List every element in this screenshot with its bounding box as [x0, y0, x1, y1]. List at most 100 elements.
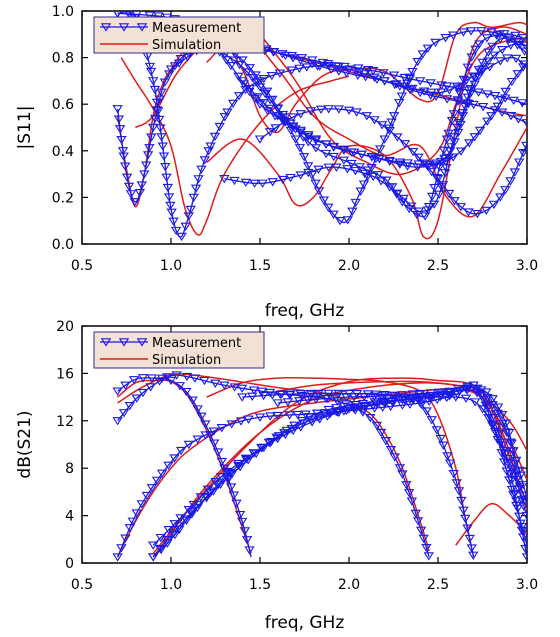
- measurement-point: [452, 96, 463, 105]
- measurement-point: [242, 68, 253, 77]
- measurement-point: [521, 538, 527, 548]
- measurement-point: [496, 95, 507, 105]
- measurement-point: [508, 491, 519, 500]
- measurement-point: [473, 72, 484, 81]
- measurement-point: [442, 452, 453, 461]
- measurement-point: [462, 63, 473, 72]
- measurement-point: [188, 193, 199, 203]
- measurement-point: [303, 132, 314, 142]
- legend-label-simulation: Simulation: [152, 38, 221, 53]
- measurement-point: [487, 395, 498, 404]
- measurement-point: [458, 506, 469, 515]
- measurement-point: [156, 469, 168, 478]
- measurement-point: [239, 527, 251, 536]
- measurement-point: [244, 84, 255, 94]
- x-tick-label: 1.5: [249, 577, 271, 593]
- measurement-point: [192, 405, 203, 414]
- measurement-point: [518, 149, 527, 158]
- measurement-point: [338, 156, 350, 165]
- measurement-point: [384, 183, 395, 192]
- measurement-point: [222, 467, 233, 477]
- measurement-point: [303, 168, 314, 178]
- measurement-point: [285, 173, 296, 183]
- measurement-point: [241, 536, 253, 545]
- x-tick-label: 1.0: [160, 577, 182, 593]
- measurement-point: [314, 415, 325, 424]
- measurement-point: [499, 30, 510, 39]
- measurement-point: [212, 448, 224, 457]
- measurement-point: [234, 511, 246, 520]
- measurement-point: [235, 417, 247, 426]
- measurement-point: [385, 445, 397, 455]
- y-tick-label: 20: [56, 319, 74, 335]
- legend-box: [93, 16, 265, 54]
- measurement-point: [458, 75, 469, 85]
- measurement-point: [511, 497, 522, 506]
- measurement-point: [482, 117, 493, 126]
- measurement-point: [180, 222, 191, 231]
- measurement-point: [401, 79, 413, 88]
- measurement-point: [415, 389, 426, 399]
- measurement-point: [306, 418, 318, 427]
- measurement-point: [440, 34, 451, 43]
- measurement-series-line: [117, 377, 252, 558]
- measurement-series-line: [116, 45, 527, 203]
- measurement-point: [225, 61, 237, 71]
- measurement-point: [310, 179, 321, 188]
- measurement-point: [154, 115, 165, 125]
- measurement-point: [165, 201, 176, 211]
- measurement-point: [415, 77, 426, 86]
- measurement-point: [501, 467, 512, 476]
- measurement-point: [202, 485, 214, 494]
- measurement-point: [430, 161, 441, 170]
- measurement-series-line: [277, 386, 527, 516]
- measurement-point: [227, 99, 239, 109]
- measurement-point: [292, 410, 303, 420]
- measurement-point: [267, 391, 278, 400]
- measurement-point: [430, 38, 441, 48]
- measurement-point: [352, 71, 364, 80]
- measurement-point: [209, 439, 220, 448]
- measurement-point: [118, 409, 130, 418]
- measurement-point: [190, 184, 202, 193]
- measurement-point: [124, 401, 135, 411]
- measurement-point: [146, 374, 158, 383]
- measurement-point: [448, 153, 459, 162]
- measurement-point: [331, 404, 342, 413]
- measurement-point: [162, 535, 173, 545]
- measurement-point: [510, 31, 521, 41]
- measurement-point: [423, 397, 435, 407]
- measurement-point: [483, 410, 495, 419]
- measurement-point: [323, 105, 334, 114]
- measurement-point: [454, 89, 465, 98]
- measurement-point: [406, 497, 418, 506]
- measurement-point: [515, 471, 526, 480]
- measurement-point: [160, 163, 171, 172]
- x-tick-label: 0.5: [71, 577, 93, 593]
- measurement-point: [353, 64, 364, 73]
- measurement-point: [205, 142, 216, 151]
- measurement-point: [521, 511, 527, 521]
- measurement-point: [486, 112, 497, 121]
- measurement-point: [497, 411, 508, 420]
- measurement-point: [462, 93, 474, 102]
- measurement-point: [128, 376, 140, 385]
- measurement-point: [287, 113, 299, 122]
- measurement-point: [497, 46, 508, 55]
- measurement-point: [404, 400, 416, 409]
- measurement-point: [136, 181, 147, 190]
- measurement-point: [310, 395, 322, 404]
- measurement-point: [487, 42, 498, 51]
- measurement-point: [280, 430, 291, 440]
- measurement-point: [366, 164, 377, 173]
- measurement-point: [483, 57, 494, 66]
- measurement-point: [481, 34, 493, 43]
- measurement-point: [333, 389, 345, 399]
- measurement-point: [155, 533, 166, 543]
- measurement-point: [121, 173, 133, 182]
- measurement-point: [386, 118, 397, 127]
- measurement-point: [348, 405, 360, 414]
- measurement-point: [116, 136, 127, 145]
- measurement-point: [457, 109, 468, 118]
- measurement-point: [195, 493, 206, 502]
